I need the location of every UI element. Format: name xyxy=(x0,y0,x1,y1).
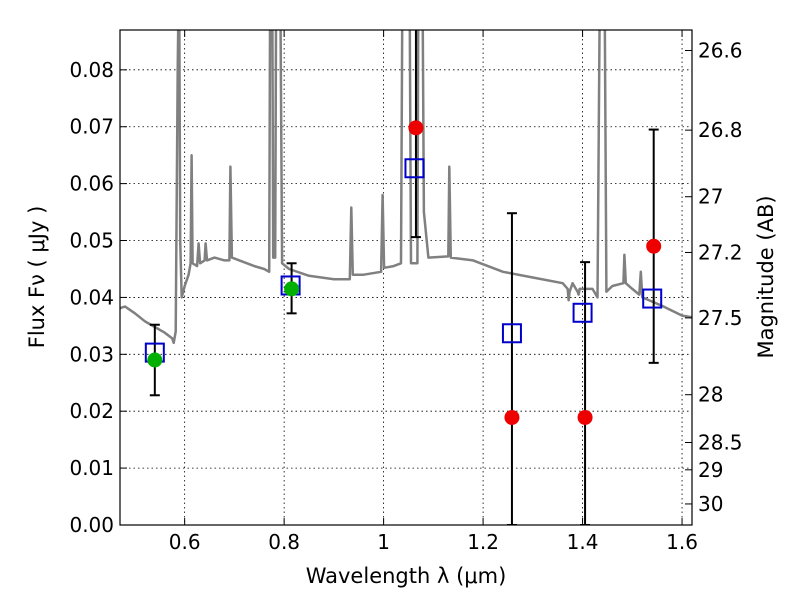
right-axis-title: Magnitude (AB) xyxy=(754,195,778,358)
y-tick-label: 0.04 xyxy=(69,285,114,309)
y-axis-title: Flux Fν ( μJy ) xyxy=(25,206,49,349)
x-tick-label: 0.6 xyxy=(169,530,201,554)
red-data-point xyxy=(577,409,593,425)
model-square-point xyxy=(642,288,663,309)
right-tick-label: 28 xyxy=(698,383,723,407)
y-tick-label: 0.00 xyxy=(69,513,114,537)
y-tick-label: 0.05 xyxy=(69,229,114,253)
model-square-point xyxy=(404,158,425,179)
y-tick-label: 0.07 xyxy=(69,115,114,139)
red-data-point xyxy=(646,238,662,254)
right-tick-label: 27.5 xyxy=(698,306,743,330)
grid xyxy=(120,30,692,526)
x-tick-label: 0.8 xyxy=(268,530,300,554)
green-data-point xyxy=(284,281,300,297)
right-tick-label: 27.2 xyxy=(698,240,743,264)
right-tick-label: 27 xyxy=(698,185,723,209)
y-tick-label: 0.06 xyxy=(69,172,114,196)
y-tick-label: 0.03 xyxy=(69,342,114,366)
x-tick-label: 1 xyxy=(377,530,390,554)
data-layer xyxy=(120,30,692,525)
model-square-point xyxy=(501,323,522,344)
y-tick-label: 0.02 xyxy=(69,399,114,423)
right-tick-label: 29 xyxy=(698,458,723,482)
right-tick-label: 26.6 xyxy=(698,38,743,62)
red-data-point xyxy=(408,120,424,136)
model-square-point xyxy=(572,302,593,323)
green-data-point xyxy=(147,352,163,368)
right-tick-label: 30 xyxy=(698,492,723,516)
spectrum-line xyxy=(120,30,692,345)
x-axis-title: Wavelength λ (μm) xyxy=(306,564,507,588)
y-tick-label: 0.01 xyxy=(69,456,114,480)
x-tick-label: 1.4 xyxy=(567,530,599,554)
y-tick-label: 0.08 xyxy=(69,58,114,82)
ticks: 0.6 0.8 1 1.2 1.4 1.6 0.00 0.01 0.02 0.03 0.04 0.05… xyxy=(69,30,743,554)
x-tick-label: 1.6 xyxy=(666,530,698,554)
right-tick-label: 26.8 xyxy=(698,118,743,142)
x-tick-label: 1.2 xyxy=(467,530,499,554)
red-data-point xyxy=(504,409,520,425)
right-tick-label: 28.5 xyxy=(698,431,743,455)
axes-frame xyxy=(119,29,693,526)
